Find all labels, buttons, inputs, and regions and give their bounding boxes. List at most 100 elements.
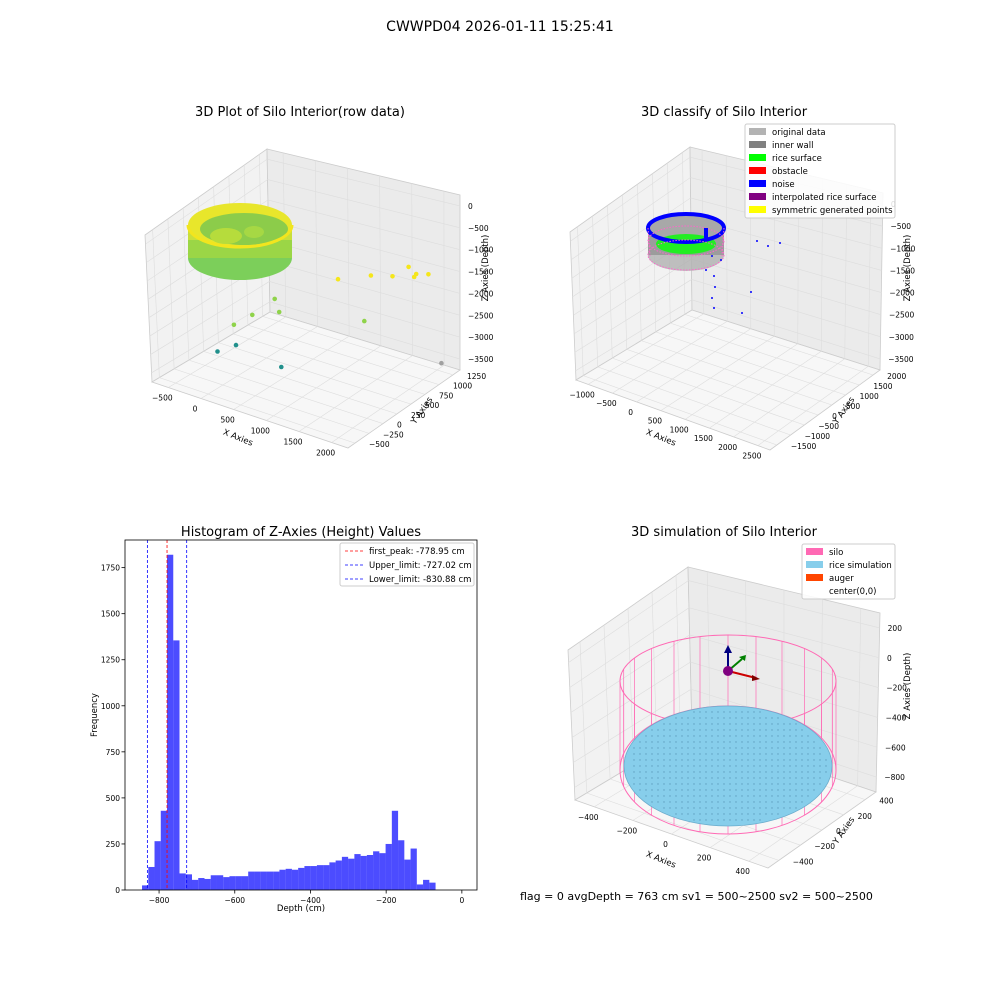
histogram-bar (198, 878, 205, 890)
raw-outlier-point (215, 349, 220, 354)
legend-swatch (806, 587, 823, 594)
legend-swatch (806, 548, 823, 555)
classified-cylinder (646, 212, 726, 271)
p2-x-tick-label: 2000 (718, 443, 737, 452)
legend-swatch (749, 193, 766, 200)
raw-outlier-point (279, 364, 284, 370)
legend-label: obstacle (772, 167, 808, 177)
legend-label: rice simulation (829, 561, 892, 571)
histogram-bar (210, 875, 217, 890)
p2-y-tick-label: 1500 (873, 382, 892, 391)
noise-point (741, 312, 743, 314)
p2-z-tick-label: −3000 (889, 333, 915, 342)
p1-y-tick-label: 250 (411, 411, 426, 420)
histogram-bar (379, 853, 386, 890)
histogram-y-tick-label: 1250 (101, 656, 120, 665)
noise-point (756, 240, 758, 242)
histogram-bar (204, 878, 211, 890)
histogram-bar (279, 869, 286, 890)
histogram-bar (304, 866, 311, 890)
histogram-y-tick-label: 750 (106, 748, 121, 757)
p1-x-tick-label: 1500 (283, 438, 302, 447)
p1-x-tick-label: 1000 (251, 427, 270, 436)
histogram-y-tick-label: 1750 (101, 564, 120, 573)
legend-swatch (749, 141, 766, 148)
legend-swatch (749, 167, 766, 174)
histogram-bar (298, 867, 305, 890)
p4-z-tick-label: 200 (888, 624, 903, 633)
histogram-bar (429, 882, 436, 890)
p2-y-tick-label: −1000 (805, 432, 831, 441)
raw-outlier-point (233, 342, 239, 348)
histogram-bar (310, 866, 317, 890)
p1-y-tick-label: 1250 (467, 372, 486, 381)
p1-x-tick-label: −500 (152, 394, 173, 403)
p2-y-tick-label: 500 (846, 402, 861, 411)
raw-3d-title: 3D Plot of Silo Interior(row data) (195, 105, 405, 120)
p1-z-tick-label: 0 (468, 202, 473, 211)
histogram-bar (266, 871, 274, 890)
legend-label: auger (829, 574, 854, 584)
p1-z-tick-label: −2500 (468, 311, 494, 320)
classify-3d-title: 3D classify of Silo Interior (641, 105, 808, 120)
p4-y-tick-label: 400 (879, 797, 894, 806)
noise-point (720, 259, 722, 261)
histogram-frame (124, 539, 478, 891)
histogram-bar (398, 840, 405, 890)
p2-z-tick-label: −1500 (890, 266, 916, 275)
noise-point (711, 297, 713, 299)
p2-z-tick-label: −2000 (889, 289, 915, 298)
histogram-bar (185, 874, 192, 890)
p4-z-tick-label: −200 (886, 684, 907, 693)
p2-y-tick-label: 1000 (860, 392, 879, 401)
legend-swatch (749, 154, 766, 161)
p2-y-tick-label: 2000 (887, 372, 906, 381)
legend-label: rice surface (772, 154, 822, 164)
noise-point (750, 291, 752, 293)
p2-x-tick-label: 500 (648, 417, 663, 426)
raw-outlier-point (390, 274, 395, 279)
raw-outlier-point (276, 309, 282, 315)
noise-point (713, 275, 715, 277)
p4-x-tick-label: 200 (697, 854, 712, 863)
noise-point (767, 245, 769, 247)
histogram-bar (335, 860, 342, 890)
p4-z-tick-label: −600 (885, 743, 906, 752)
legend-swatch (806, 561, 823, 568)
histogram-bar (341, 856, 349, 890)
noise-points (705, 240, 781, 314)
histogram-x-tick-label: −800 (149, 896, 170, 905)
p2-z-tick-label: −3500 (888, 355, 914, 364)
p1-y-tick-label: −500 (369, 440, 390, 449)
p4-z-tick-label: −400 (886, 713, 907, 722)
histogram-bar (173, 640, 180, 890)
raw-outlier-point (426, 272, 431, 277)
raw-outlier-point (362, 318, 367, 324)
histogram-bar (148, 866, 155, 890)
p1-x-tick-label: 0 (193, 405, 198, 414)
raw-outlier-point (368, 273, 374, 278)
histogram-bar (316, 865, 324, 890)
histogram-bar (385, 843, 392, 890)
p4-y-tick-label: 200 (858, 812, 873, 821)
histogram-bar (154, 841, 161, 890)
simulation-3d-plot: 3D simulation of Silo Interior −400 −200 0… (567, 525, 913, 876)
histogram-bar (410, 848, 417, 890)
p1-z-tick-label: −500 (468, 224, 489, 233)
p2-x-tick-label: 0 (628, 408, 633, 417)
histogram-x-tick-label: −600 (224, 896, 245, 905)
p4-z-tick-label: −800 (884, 773, 905, 782)
legend-swatch (749, 128, 766, 135)
p1-z-tick-label: −1500 (468, 268, 494, 277)
simulation-3d-title: 3D simulation of Silo Interior (631, 525, 818, 540)
histogram-legend-label: Upper_limit: -727.02 cm (369, 561, 472, 571)
p2-y-tick-label: −1500 (791, 442, 817, 451)
p2-y-tick-label: 0 (832, 412, 837, 421)
classify-z-axis-label: Z Axies (Depth) (903, 235, 913, 302)
depth-histogram: Histogram of Z-Axies (Height) Values −80… (90, 525, 478, 914)
p4-y-tick-label: 0 (836, 827, 841, 836)
noise-point (714, 286, 716, 288)
classify-3d-plot: 3D classify of Silo Interior −1000−50005… (569, 105, 915, 461)
histogram-bar (416, 884, 424, 890)
histogram-bar (329, 862, 336, 890)
